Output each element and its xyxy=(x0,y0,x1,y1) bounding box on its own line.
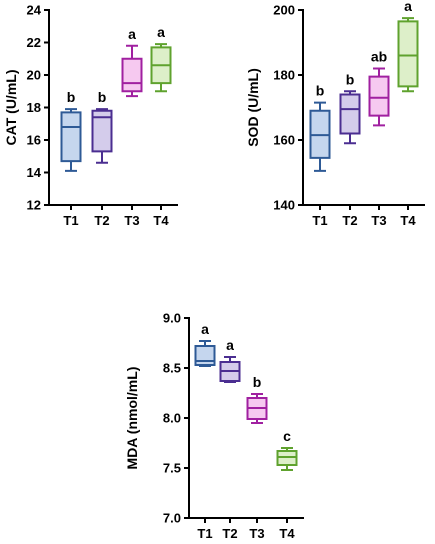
y-tick-label: 18 xyxy=(27,100,41,115)
x-category-label: T2 xyxy=(94,213,109,228)
y-tick-label: 180 xyxy=(273,68,295,83)
iqr-box xyxy=(194,345,216,366)
y-tick-label: 9.0 xyxy=(163,311,181,326)
chart-panel-3: 7.0 7.5 8.0 8.5 9.0 MDA (nmol/mL) T1 a T2 a T3 b T4 c xyxy=(124,311,304,541)
x-category-label: T4 xyxy=(279,526,295,541)
box-T4: T4 a xyxy=(397,0,419,228)
significance-label: a xyxy=(404,0,412,14)
iqr-box xyxy=(121,57,143,93)
significance-label: b xyxy=(316,83,325,99)
y-tick-label: 22 xyxy=(27,35,41,50)
x-category-label: T3 xyxy=(249,526,264,541)
box-T2: T2 a xyxy=(219,337,241,541)
x-category-label: T2 xyxy=(342,213,357,228)
significance-label: b xyxy=(253,374,262,390)
y-tick-label: 24 xyxy=(27,3,42,18)
y-axis-label: CAT (U/mL) xyxy=(3,70,19,146)
x-category-label: T1 xyxy=(312,213,327,228)
y-tick-label: 8.0 xyxy=(163,411,181,426)
significance-label: a xyxy=(157,24,165,40)
y-tick-label: 7.0 xyxy=(163,511,181,526)
iqr-box xyxy=(368,75,390,117)
significance-label: a xyxy=(128,26,136,42)
box-T1: T1 a xyxy=(194,321,216,541)
y-axis-label: SOD (U/mL) xyxy=(245,68,261,147)
box-T4: T4 c xyxy=(276,428,298,541)
x-category-label: T4 xyxy=(153,213,169,228)
y-tick-label: 20 xyxy=(27,68,41,83)
y-tick-label: 8.5 xyxy=(163,361,181,376)
x-category-label: T4 xyxy=(400,213,416,228)
x-category-label: T2 xyxy=(222,526,237,541)
y-axis-label: MDA (nmol/mL) xyxy=(124,367,140,470)
significance-label: c xyxy=(283,428,291,444)
y-tick-label: 14 xyxy=(27,165,42,180)
significance-label: b xyxy=(67,89,76,105)
box-T2: T2 b xyxy=(91,89,113,228)
x-category-label: T3 xyxy=(124,213,139,228)
chart-panel-1: 12 14 16 18 20 22 24 CAT (U/mL) T1 b T2 b T3 a T4 a xyxy=(3,3,178,228)
y-tick-label: 12 xyxy=(27,198,41,213)
box-T3: T3 b xyxy=(246,374,268,541)
significance-label: b xyxy=(98,89,107,105)
x-category-label: T1 xyxy=(63,213,78,228)
box-T1: T1 b xyxy=(309,83,331,228)
iqr-box xyxy=(91,109,113,153)
iqr-box xyxy=(60,111,82,163)
y-tick-label: 7.5 xyxy=(163,461,181,476)
iqr-box xyxy=(339,93,361,135)
iqr-box xyxy=(397,20,419,88)
box-T3: T3 ab xyxy=(368,49,390,228)
y-tick-label: 16 xyxy=(27,133,41,148)
significance-label: ab xyxy=(371,49,387,65)
x-category-label: T1 xyxy=(197,526,212,541)
y-tick-label: 200 xyxy=(273,3,295,18)
box-T2: T2 b xyxy=(339,71,361,228)
significance-label: a xyxy=(226,337,234,353)
box-T1: T1 b xyxy=(60,89,82,228)
box-T3: T3 a xyxy=(121,26,143,228)
chart-panel-2: 140 160 180 200 SOD (U/mL) T1 b T2 b T3 ab T4 a xyxy=(245,0,425,228)
y-tick-label: 160 xyxy=(273,133,295,148)
y-tick-label: 140 xyxy=(273,198,295,213)
x-category-label: T3 xyxy=(371,213,386,228)
significance-label: b xyxy=(346,71,355,87)
significance-label: a xyxy=(201,321,209,337)
box-T4: T4 a xyxy=(150,24,172,228)
